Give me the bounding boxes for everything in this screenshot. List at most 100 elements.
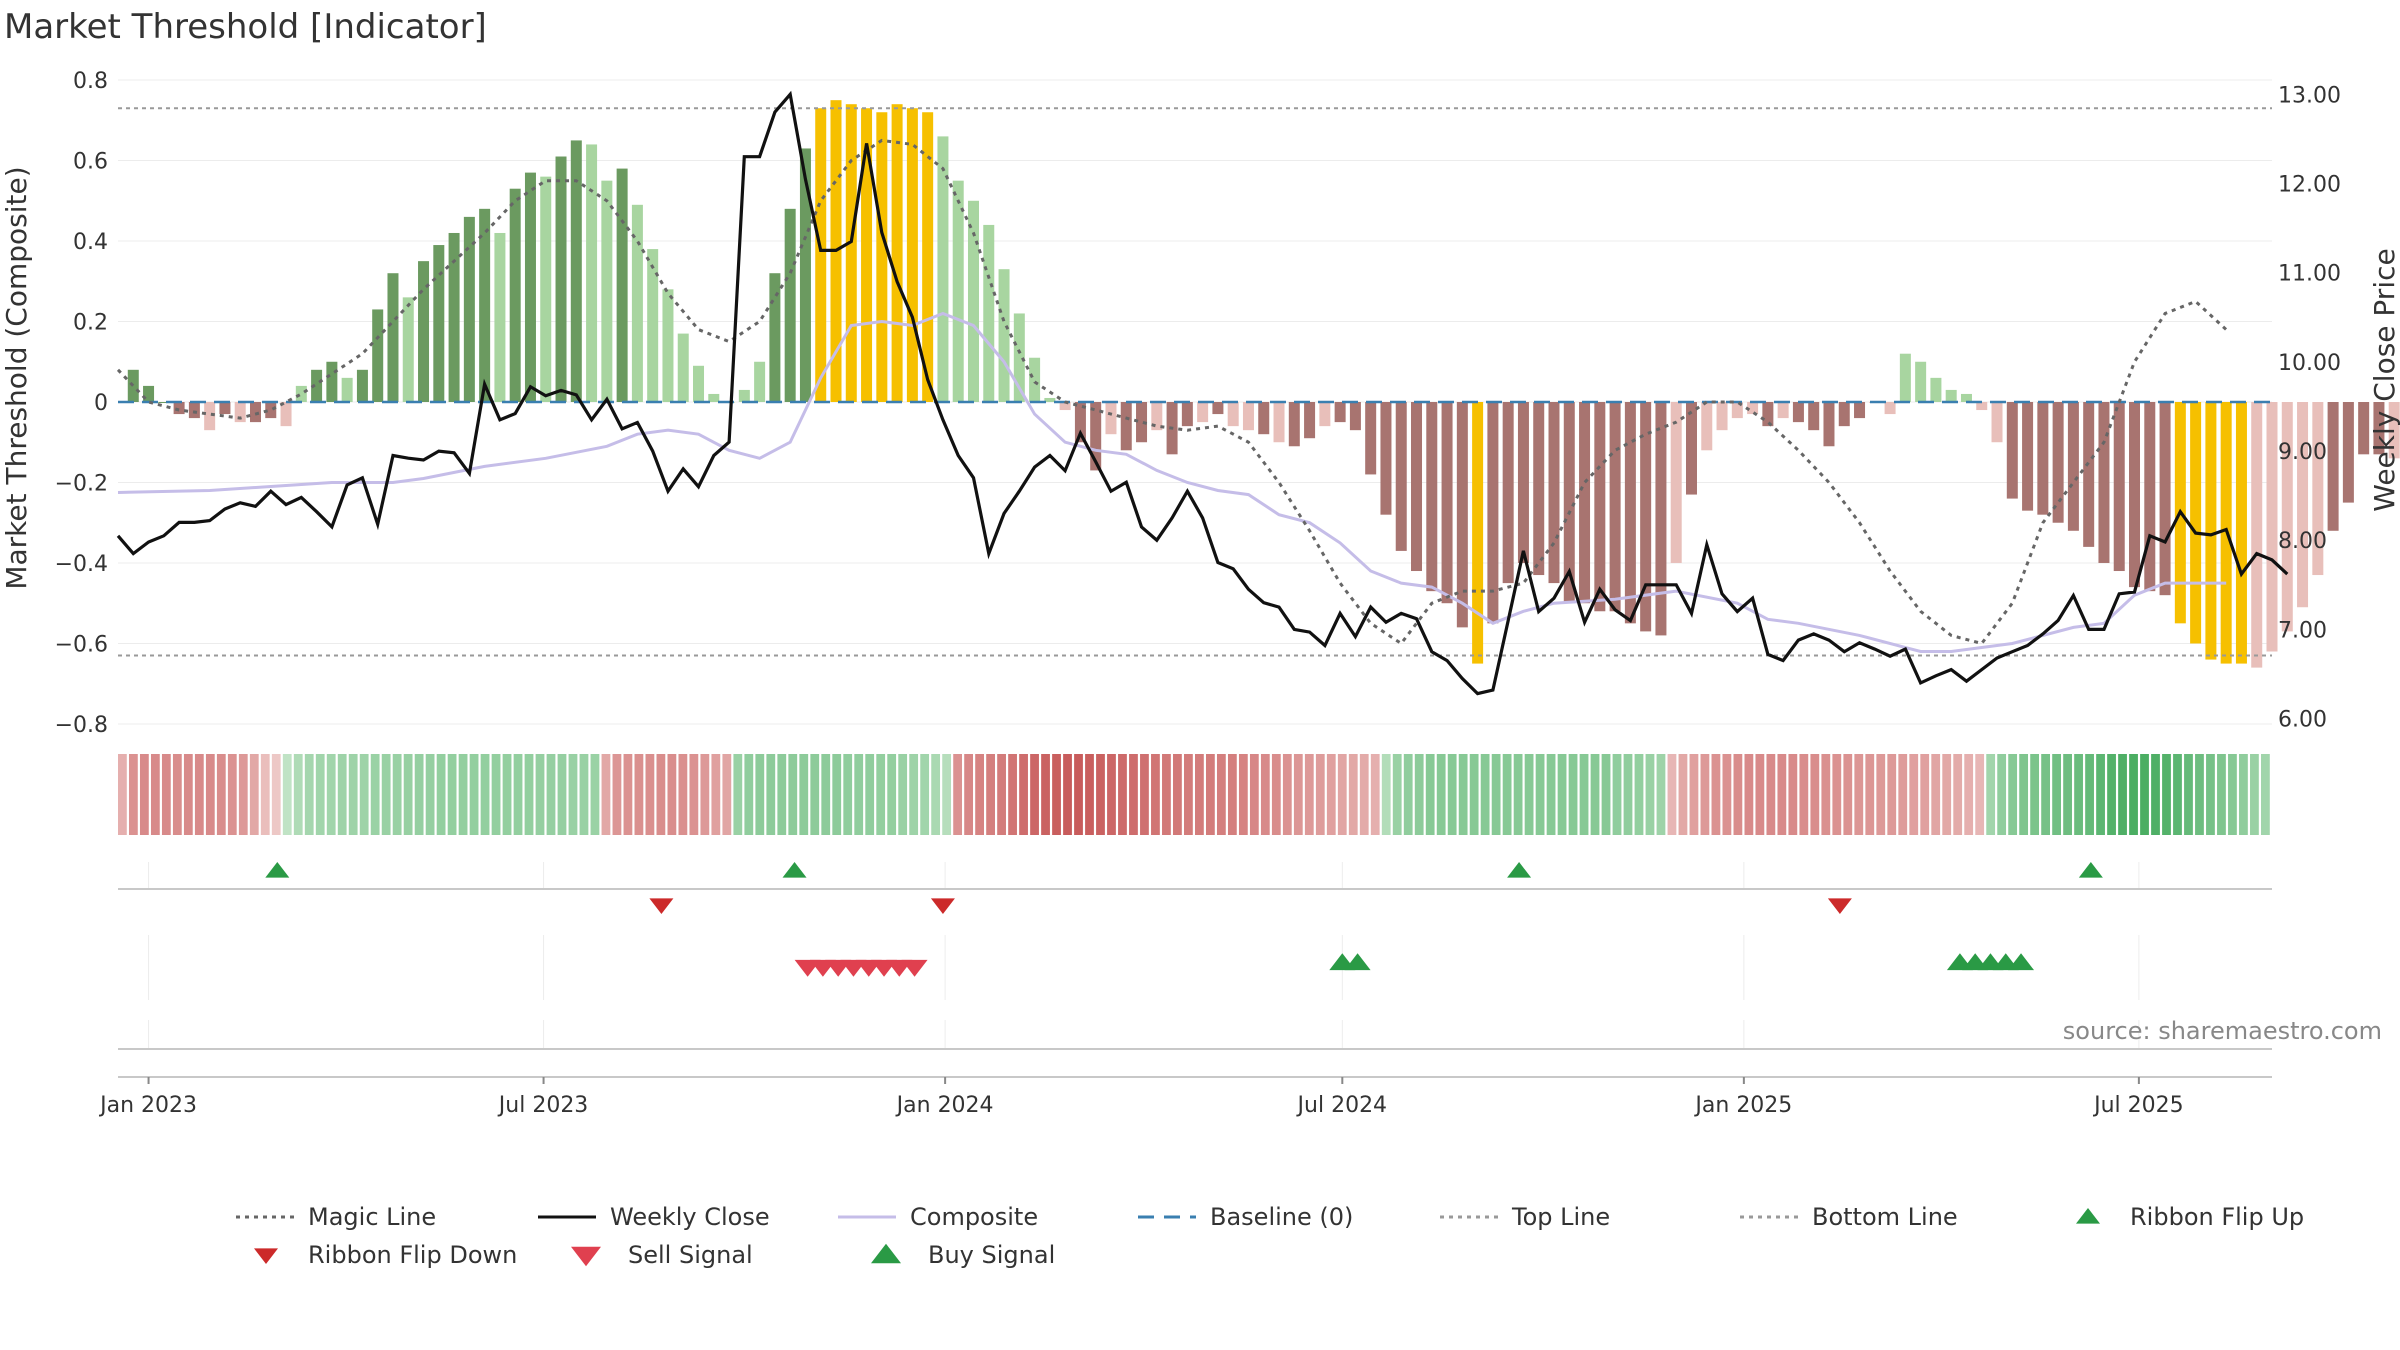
ribbon-cell [579,754,589,835]
ribbon-cell [1041,754,1050,835]
ribbon-cell [678,754,688,835]
ribbon-cell [843,754,853,835]
weekly-close-line [116,90,2289,696]
y-tick-label: −0.4 [55,552,108,577]
ribbon-cell [722,754,732,835]
ribbon-cell [1579,754,1589,835]
ribbon-cell [1854,754,1864,835]
y2-tick-label: 7.00 [2278,618,2327,643]
ribbon-cell [1920,754,1930,835]
legend-label: Bottom Line [1812,1203,1958,1231]
ribbon-cell [293,754,303,835]
grid-lines [118,79,2272,725]
composite-bar [219,402,231,415]
ribbon-cell [898,754,908,835]
y2-tick-label: 10.00 [2278,351,2341,376]
ribbon-cell [1392,754,1402,835]
ribbon-cell [557,754,567,835]
legend-label: Baseline (0) [1210,1203,1353,1231]
ribbon-cell [458,754,468,835]
legend-swatch [254,1248,278,1264]
ribbon-cell [2030,754,2040,835]
composite-bar [647,249,659,402]
composite-bar [1074,402,1086,443]
ribbon-cell [535,754,545,835]
y-axis-label: Market Threshold (Composite) [0,166,33,589]
composite-bar [1212,402,1224,415]
legend: Magic Line Weekly Close Composite Baseline … [236,1203,2304,1269]
ribbon-cell [1799,754,1809,835]
composite-bar [586,144,598,402]
composite-bar [662,289,674,402]
ribbon-cell [2052,754,2061,835]
composite-bar [2373,402,2385,455]
ribbon-cell [1162,754,1171,835]
ribbon-cell [1590,754,1600,835]
ribbon-cell [1173,754,1182,835]
ribbon-cell [1755,754,1765,835]
composite-bar [693,365,705,402]
legend-item: Ribbon Flip Down [254,1241,517,1269]
composite-bar [2037,402,2049,515]
composite-bar [1197,402,1209,423]
ribbon-flip-down-marker [649,898,674,914]
ribbon-cell [1700,754,1710,835]
legend-label: Magic Line [308,1203,436,1231]
composite-bar [2281,402,2293,632]
magic-line [116,138,2228,646]
ribbon-cell [1887,754,1897,835]
ribbon-cell [1975,754,1985,835]
legend-label: Sell Signal [628,1241,753,1269]
composite-bar [1624,402,1636,624]
series-lines [116,90,2289,696]
composite-bar [1777,402,1789,419]
composite-bar [1181,402,1193,427]
ribbon-cell [1107,754,1116,835]
composite-bar [1105,402,1117,435]
ribbon-cell [480,754,490,835]
y2-tick-label: 9.00 [2278,440,2327,465]
ribbon-cell [1502,754,1512,835]
ribbon-cell [2008,754,2018,835]
composite-bar [265,402,277,419]
composite-bar [1365,402,1377,475]
ribbon-cell [1184,754,1193,835]
signal-panels [118,862,2272,1078]
composite-bar [463,216,475,402]
ribbon-cell [810,754,820,835]
composite-bar [173,402,185,415]
composite-bar [326,361,338,402]
ribbon-cell [1568,754,1578,835]
composite-bar [1762,402,1774,427]
ribbon-cell [1865,754,1875,835]
composite-bar [2266,402,2278,652]
composite-bar [1319,402,1331,427]
composite-bar [937,136,949,402]
composite-bars [127,100,2400,668]
legend-item: Buy Signal [871,1241,1055,1269]
ribbon-cell [1491,754,1501,835]
composite-bar [2052,402,2064,523]
ribbon-cell [986,754,995,835]
buy-signal-marker [2008,953,2035,971]
source-note: source: sharemaestro.com [2063,1017,2382,1045]
ribbon-cell [1304,754,1314,835]
composite-bar [311,369,323,402]
ribbon-cell [348,754,358,835]
buy-signal-marker [1344,953,1371,971]
ribbon-cell [381,754,391,835]
ribbon-cell [799,754,809,835]
y-tick-label: 0.4 [73,230,108,255]
ribbon-cell [1019,754,1028,835]
ribbon-cell [150,754,160,835]
composite-bar [1808,402,1820,431]
ribbon-cell [832,754,842,835]
composite-bar [1594,402,1606,612]
composite-bar [1044,397,1056,402]
ribbon-cell [1030,754,1039,835]
ribbon-cell [1942,754,1952,835]
ribbon-cell [1282,754,1292,835]
composite-bar [570,140,582,403]
legend-item: Sell Signal [571,1241,753,1269]
